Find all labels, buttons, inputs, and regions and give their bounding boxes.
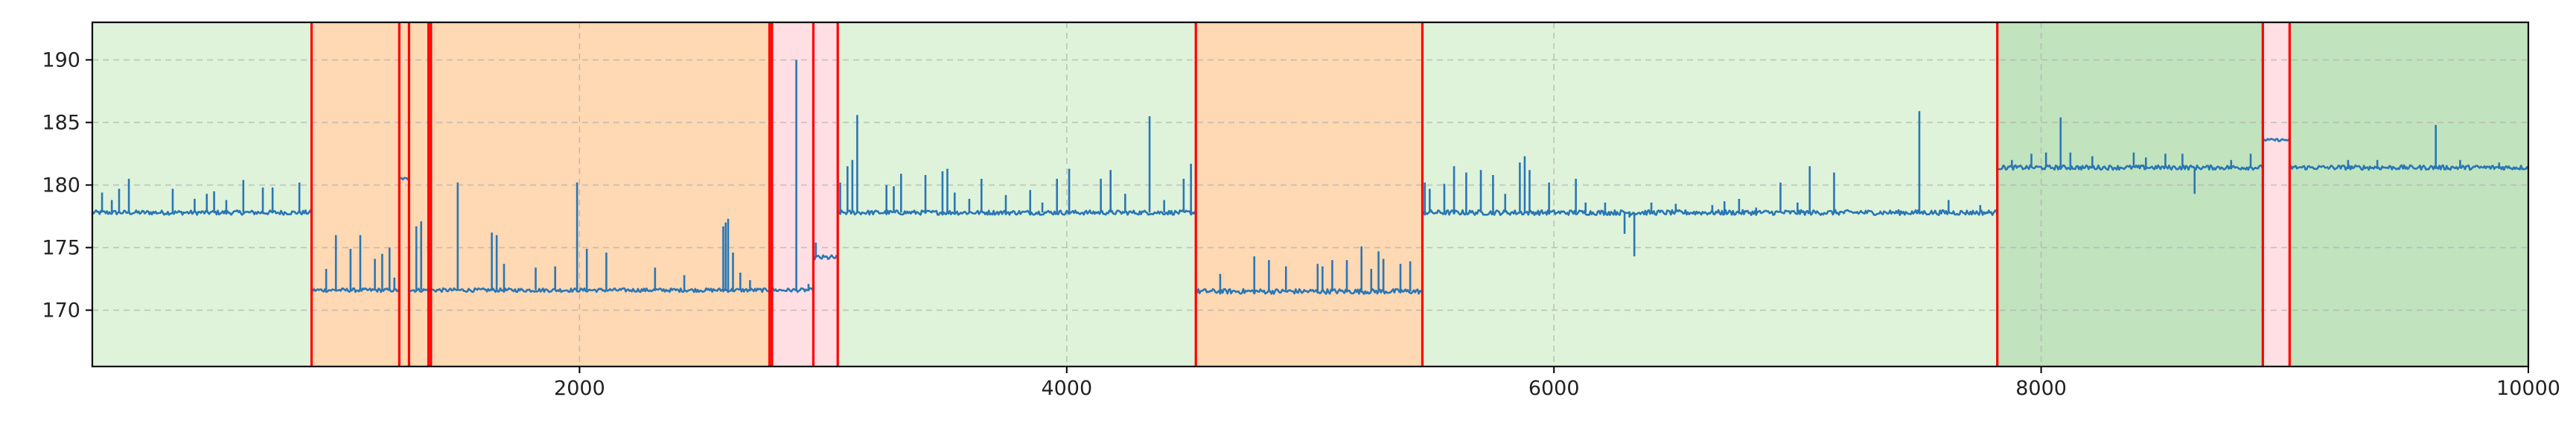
- x-tick-label-2: 6000: [1528, 377, 1580, 400]
- regime-band-0: [92, 22, 312, 366]
- regime-band-7: [2263, 22, 2290, 366]
- regime-band-5: [1422, 22, 1998, 366]
- y-tick-label-3: 185: [42, 111, 80, 134]
- regime-band-4: [1196, 22, 1423, 366]
- regime-band-8: [2289, 22, 2528, 366]
- regime-band-6: [1997, 22, 2263, 366]
- x-tick-label-0: 2000: [554, 377, 605, 400]
- y-tick-label-1: 175: [42, 236, 80, 259]
- x-tick-label-3: 8000: [2015, 377, 2067, 400]
- regime-band-1: [311, 22, 772, 366]
- y-tick-label-0: 170: [42, 299, 80, 322]
- regime-band-2: [771, 22, 838, 366]
- x-tick-label-1: 4000: [1041, 377, 1092, 400]
- regime-band-3: [838, 22, 1196, 366]
- y-tick-label-4: 190: [42, 48, 80, 72]
- plot-frame: [91, 21, 2530, 368]
- y-tick-label-2: 180: [42, 174, 80, 197]
- x-tick-label-4: 10000: [2496, 377, 2560, 400]
